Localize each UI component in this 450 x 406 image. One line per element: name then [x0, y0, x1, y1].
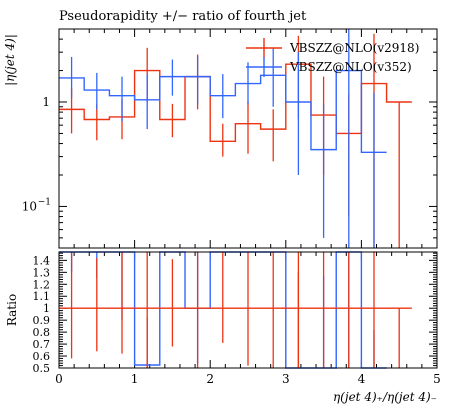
legend-entry-v352: VBSZZ@NLO(v352) — [246, 57, 412, 77]
main-axis-ticks — [58, 28, 438, 249]
main-series-group — [59, 29, 412, 248]
xtick-label: 3 — [282, 372, 290, 386]
legend-entry-v2918: VBSZZ@NLO(v2918) — [246, 38, 419, 58]
main-ytick-label: 1 — [42, 95, 50, 109]
main-ytick-label-exp: −1 — [38, 197, 51, 207]
ratio-xlabel: η(jet 4)₊/η(jet 4)₋ — [333, 390, 437, 404]
ratio-ytick-label: 1.3 — [33, 266, 51, 279]
ratio-ytick-label: 1.1 — [33, 290, 51, 303]
ratio-frame — [58, 251, 438, 369]
ratio-ylabel: Ratio — [5, 294, 19, 326]
main-ytick-labels: 10 −1 1 — [22, 95, 51, 213]
ratio-ytick-label: 1.4 — [33, 254, 51, 267]
main-panel: 10 −1 1 |η(jet 4)| — [3, 28, 438, 249]
ratio-ytick-label: 0.6 — [33, 350, 51, 363]
xtick-label: 5 — [433, 372, 441, 386]
legend: VBSZZ@NLO(v2918) VBSZZ@NLO(v352) — [246, 38, 419, 77]
main-ylabel: |η(jet 4)| — [3, 34, 17, 86]
chart-title: Pseudorapidity +/− ratio of fourth jet — [59, 9, 307, 24]
main-series-1 — [59, 29, 387, 248]
xtick-label: 4 — [358, 372, 366, 386]
legend-label-v352: VBSZZ@NLO(v352) — [289, 60, 412, 74]
ratio-ytick-label: 0.8 — [33, 326, 51, 339]
ratio-ytick-labels: 0.50.60.70.80.911.11.21.31.4 — [33, 254, 51, 375]
main-ytick-label-base: 10 — [22, 199, 37, 213]
ratio-series-0 — [59, 252, 412, 368]
legend-label-v2918: VBSZZ@NLO(v2918) — [289, 41, 419, 55]
ratio-ytick-label: 1 — [43, 302, 50, 315]
ratio-ytick-label: 0.9 — [33, 314, 51, 327]
main-frame — [58, 28, 438, 249]
ratio-ytick-label: 0.7 — [33, 338, 51, 351]
ratio-ytick-label: 0.5 — [33, 362, 51, 375]
ratio-ytick-label: 1.2 — [33, 278, 51, 291]
ratio-series-group — [59, 251, 412, 369]
xtick-label: 1 — [131, 372, 139, 386]
xtick-label: 0 — [55, 372, 63, 386]
xtick-label: 2 — [206, 372, 214, 386]
ratio-xtick-labels: 0 1 2 3 4 5 — [55, 372, 441, 386]
main-series-line — [59, 69, 387, 153]
main-series-line — [59, 63, 412, 143]
